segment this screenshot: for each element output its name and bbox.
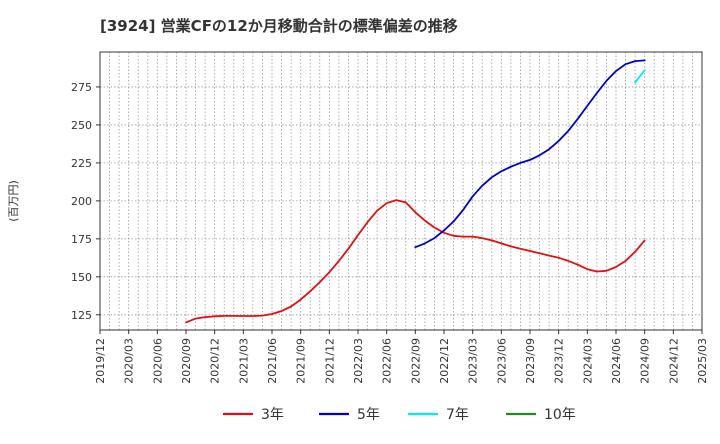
y-tick-label: 125 <box>71 309 92 322</box>
series-line-7年 <box>634 69 646 84</box>
series-line-3年 <box>185 199 646 324</box>
x-tick-label: 2024/06 <box>610 338 623 384</box>
legend-label: 10年 <box>544 407 576 423</box>
x-tick-label: 2024/03 <box>581 338 594 384</box>
legend-label: 7年 <box>446 407 469 423</box>
x-tick-label: 2021/03 <box>237 338 250 384</box>
x-tick-label: 2023/09 <box>524 338 537 384</box>
x-tick-label: 2023/12 <box>553 338 566 384</box>
y-axis-ticks: 125 150 175 200 225 250 275 <box>71 81 100 322</box>
y-axis-label: (百万円) <box>7 180 20 222</box>
x-tick-label: 2022/09 <box>409 338 422 384</box>
series-lines <box>185 59 646 324</box>
x-tick-label: 2021/06 <box>266 338 279 384</box>
x-tick-label: 2021/09 <box>295 338 308 384</box>
legend: 3年 5年 7年 10年 <box>223 407 576 423</box>
x-tick-label: 2023/06 <box>495 338 508 384</box>
x-tick-label: 2024/09 <box>639 338 652 384</box>
y-tick-label: 200 <box>71 195 92 208</box>
x-tick-label: 2024/12 <box>667 338 680 384</box>
x-tick-label: 2020/06 <box>151 338 164 384</box>
x-tick-label: 2021/12 <box>323 338 336 384</box>
y-tick-label: 275 <box>71 81 92 94</box>
x-tick-label: 2020/09 <box>180 338 193 384</box>
plot-area <box>99 51 703 331</box>
y-tick-label: 250 <box>71 119 92 132</box>
x-tick-label: 2022/12 <box>438 338 451 384</box>
y-tick-label: 175 <box>71 233 92 246</box>
x-tick-label: 2019/12 <box>94 338 107 384</box>
y-tick-label: 225 <box>71 157 92 170</box>
legend-label: 3年 <box>261 407 284 423</box>
plot-frame <box>99 51 703 331</box>
series-line-5年 <box>414 59 646 249</box>
y-tick-label: 150 <box>71 271 92 284</box>
x-tick-label: 2023/03 <box>467 338 480 384</box>
x-tick-label: 2022/03 <box>352 338 365 384</box>
grid-lines <box>100 52 702 330</box>
x-axis-ticks: 2019/12 2020/03 2020/06 2020/09 2020/12 2021/… <box>94 330 709 384</box>
chart-title: [3924] 営業CFの12か月移動合計の標準偏差の推移 <box>100 17 458 35</box>
x-tick-label: 2020/12 <box>209 338 222 384</box>
legend-label: 5年 <box>357 407 380 423</box>
x-tick-label: 2020/03 <box>123 338 136 384</box>
x-tick-label: 2025/03 <box>696 338 709 384</box>
x-tick-label: 2022/06 <box>381 338 394 384</box>
